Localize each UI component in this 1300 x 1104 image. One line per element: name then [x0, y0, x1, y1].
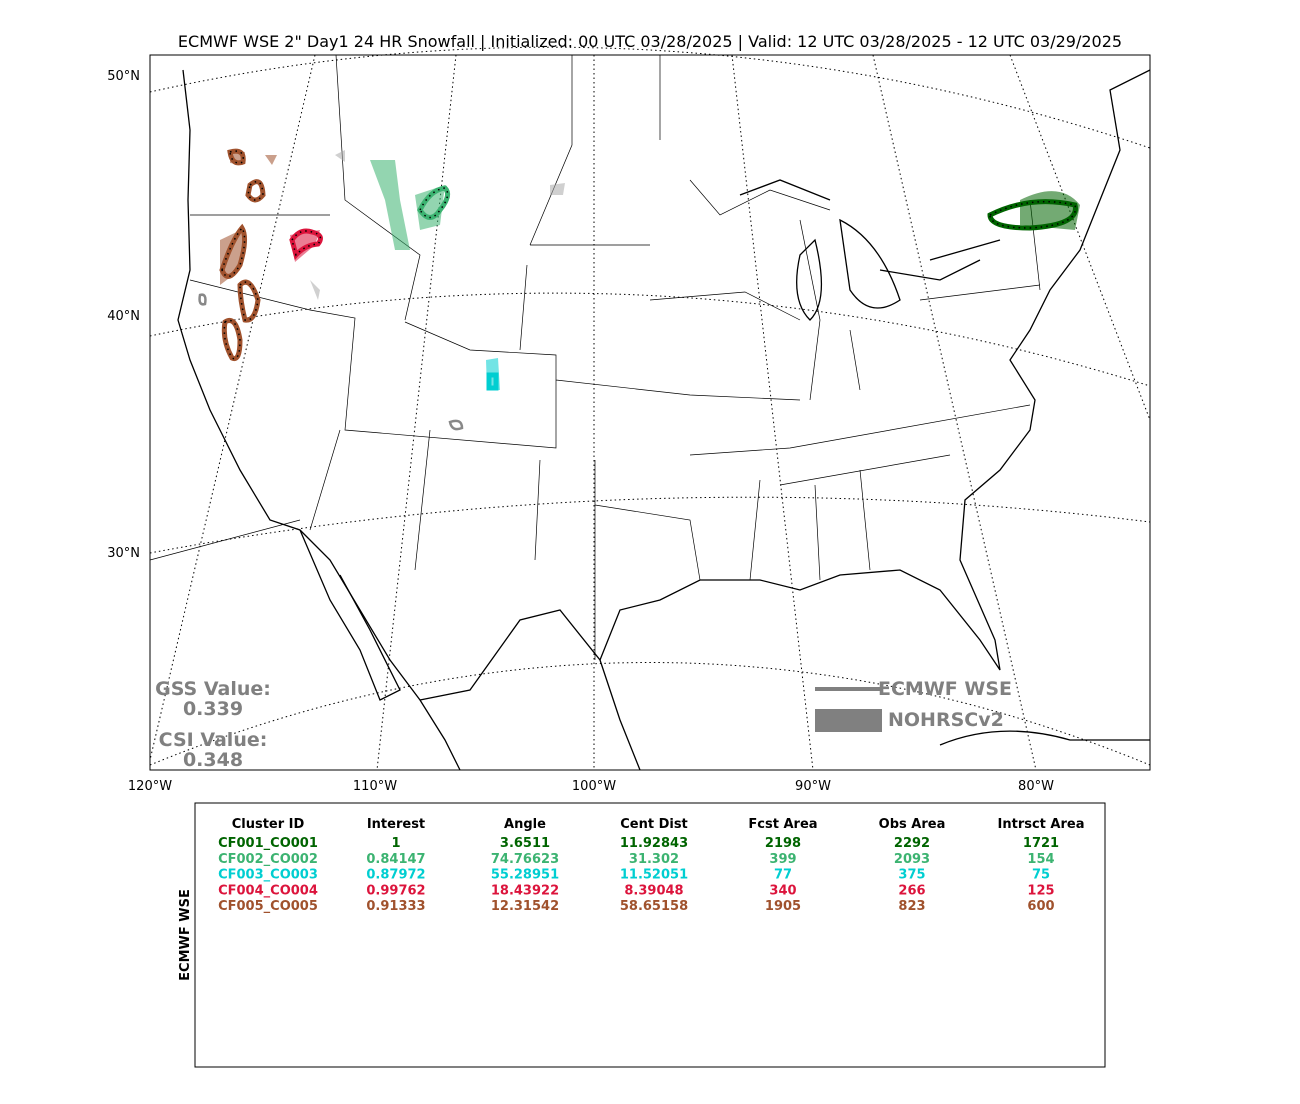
score-value: 0.348 — [183, 749, 243, 771]
table-cell: 399 — [769, 852, 796, 867]
table-cell: 1721 — [1023, 836, 1059, 851]
table-cell: 266 — [898, 883, 925, 898]
table-cell: 2198 — [765, 836, 801, 851]
table-cell: 31.302 — [629, 852, 679, 867]
legend-label: NOHRSCv2 — [888, 709, 1004, 731]
map — [149, 46, 1151, 771]
legend-label: ECMWF WSE — [878, 678, 1012, 700]
column-header: Interest — [367, 817, 425, 832]
score-label: GSS Value: — [155, 678, 271, 700]
table-cell: 2093 — [894, 852, 930, 867]
column-header: Obs Area — [879, 817, 946, 832]
column-header: Cluster ID — [232, 817, 305, 832]
table-cell: 74.76623 — [491, 852, 559, 867]
table-cell: CF005_CO005 — [218, 899, 318, 914]
table-cell: 340 — [769, 883, 796, 898]
table-cell: 3.6511 — [500, 836, 550, 851]
statistics-table: ECMWF WSE Cluster ID Interest Angle Cent Dis… — [178, 802, 1106, 1068]
lon-label: 80°W — [1018, 779, 1054, 794]
lon-label: 90°W — [795, 779, 831, 794]
map-labels: 50°N 40°N 30°N 120°W 110°W 100°W 90°W 80°W ECMWF… — [107, 69, 1054, 794]
lat-label: 30°N — [107, 546, 140, 561]
column-header: Fcst Area — [748, 817, 817, 832]
lon-label: 120°W — [128, 779, 172, 794]
table-cell: 823 — [898, 899, 925, 914]
table-cell: 11.92843 — [620, 836, 688, 851]
table-cell: 125 — [1027, 883, 1054, 898]
table-side-label: ECMWF WSE — [178, 889, 193, 981]
table-cell: 1 — [391, 836, 400, 851]
lat-label: 40°N — [107, 309, 140, 324]
score-label: CSI Value: — [159, 729, 268, 751]
table-cell: 154 — [1027, 852, 1054, 867]
table-cell: CF004_CO004 — [218, 883, 318, 898]
table-cell: 18.43922 — [491, 883, 559, 898]
table-cell: 600 — [1027, 899, 1054, 914]
column-header: Angle — [504, 817, 546, 832]
table-cell: 77 — [774, 868, 792, 883]
lon-label: 110°W — [353, 779, 397, 794]
table-cell: 2292 — [894, 836, 930, 851]
table-cell: 12.31542 — [491, 899, 559, 914]
table-cell: 58.65158 — [620, 899, 688, 914]
table-cell: 0.87972 — [366, 868, 425, 883]
table-cell: 8.39048 — [624, 883, 683, 898]
table-cell: 0.84147 — [366, 852, 425, 867]
table-cell: CF002_CO002 — [218, 852, 318, 867]
lon-label: 100°W — [572, 779, 616, 794]
table-cell: 1905 — [765, 899, 801, 914]
table-cell: 0.99762 — [366, 883, 425, 898]
column-header: Intrsct Area — [998, 817, 1085, 832]
table-cell: 75 — [1032, 868, 1050, 883]
table-cell: 11.52051 — [620, 868, 688, 883]
lat-label: 50°N — [107, 69, 140, 84]
table-cell: 375 — [898, 868, 925, 883]
table-cell: 55.28951 — [491, 868, 559, 883]
table-cell: CF003_CO003 — [218, 868, 318, 883]
table-cell: 0.91333 — [366, 899, 425, 914]
column-header: Cent Dist — [620, 817, 688, 832]
table-cell: CF001_CO001 — [218, 836, 318, 851]
score-value: 0.339 — [183, 698, 243, 720]
title: ECMWF WSE 2" Day1 24 HR Snowfall | Initi… — [178, 32, 1122, 51]
